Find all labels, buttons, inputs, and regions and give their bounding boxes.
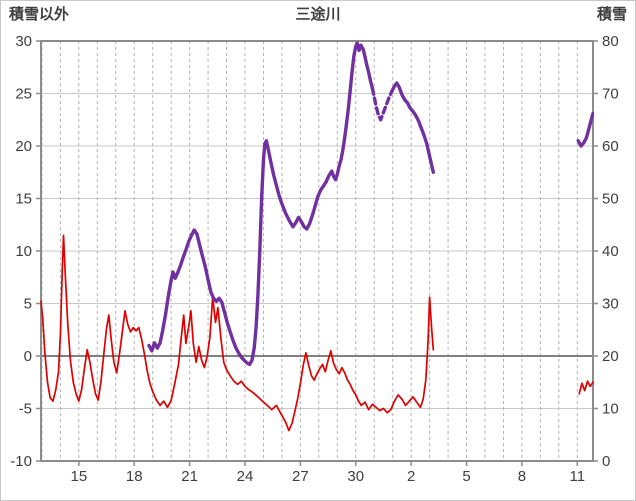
x-axis-tick-label: 2	[407, 468, 415, 485]
right-axis-tick-label: 70	[602, 86, 619, 103]
right-axis-tick-label: 80	[602, 33, 619, 50]
left-axis-tick-label: 20	[15, 138, 32, 155]
x-axis-tick-label: 21	[181, 468, 198, 485]
left-axis-tick-label: 15	[15, 191, 32, 208]
right-axis-tick-label: 40	[602, 243, 619, 260]
right-axis-tick-label: 30	[602, 296, 619, 313]
snow-depth-line	[576, 111, 594, 148]
snow-depth-line	[390, 81, 435, 175]
x-axis-tick-label: 27	[292, 468, 309, 485]
right-axis-title: 積雪	[596, 6, 627, 23]
x-axis-tick-label: 18	[126, 468, 143, 485]
left-axis-tick-label: 30	[15, 33, 32, 50]
non-snow-line	[578, 380, 594, 395]
left-axis-tick-label: 25	[15, 86, 32, 103]
non-snow-line	[40, 234, 435, 432]
left-axis-tick-label: 0	[24, 348, 32, 365]
left-axis-tick-label: -10	[10, 453, 32, 470]
right-axis-tick-label: 60	[602, 138, 619, 155]
right-axis-tick-label: 0	[602, 453, 610, 470]
x-axis-tick-label: 5	[462, 468, 470, 485]
x-axis-tick-label: 24	[237, 468, 254, 485]
snow-depth-line	[370, 86, 394, 122]
left-axis-tick-label: -5	[19, 401, 32, 418]
left-axis-tick-label: 10	[15, 243, 32, 260]
right-axis-tick-label: 50	[602, 191, 619, 208]
x-axis-tick-label: 15	[71, 468, 88, 485]
snow-depth-line	[147, 41, 375, 367]
left-axis-tick-label: 5	[24, 296, 32, 313]
right-axis-tick-label: 10	[602, 401, 619, 418]
x-axis-tick-label: 8	[518, 468, 526, 485]
right-axis-tick-label: 20	[602, 348, 619, 365]
chart-title: 三途川	[295, 6, 341, 23]
left-axis-title: 積雪以外	[9, 6, 70, 23]
x-axis-tick-label: 30	[347, 468, 364, 485]
x-axis-tick-label: 11	[570, 468, 586, 485]
